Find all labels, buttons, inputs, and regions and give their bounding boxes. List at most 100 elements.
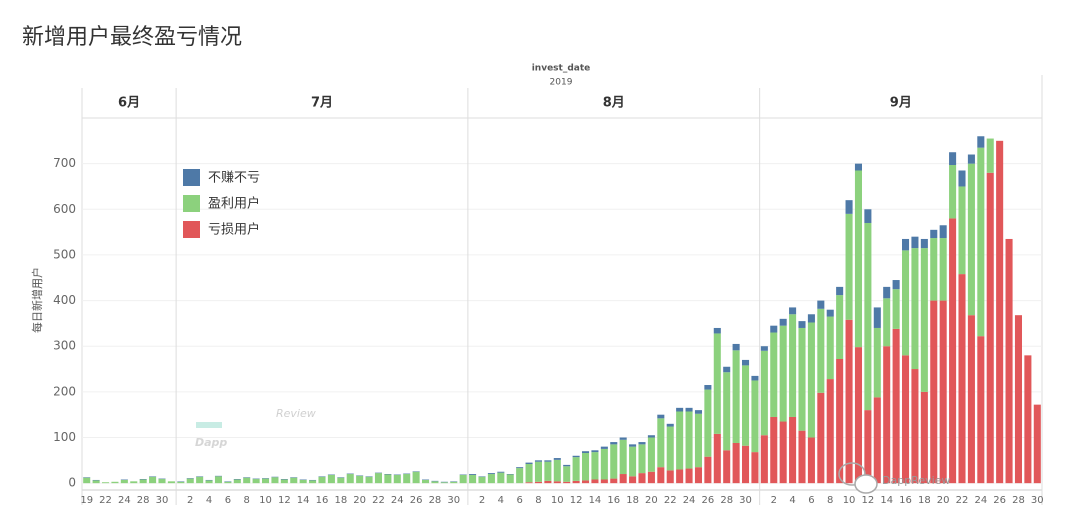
y-tick-label: 0: [68, 476, 76, 490]
bar-segment: [582, 480, 590, 484]
bar-segment: [525, 463, 533, 483]
x-tick-label: 26: [993, 495, 1006, 506]
bar-segment: [826, 309, 834, 317]
bar-segment: [798, 327, 806, 431]
bar-segment: [836, 359, 844, 484]
bar-segment: [770, 325, 778, 333]
bar-segment: [676, 407, 684, 412]
bar-segment: [742, 445, 750, 484]
bar-segment: [873, 327, 881, 398]
bar-segment: [939, 238, 947, 301]
bar-segment: [572, 457, 580, 481]
x-tick-label: 14: [297, 495, 310, 506]
bar-segment: [243, 477, 251, 484]
bar-segment: [713, 333, 721, 434]
bar-segment: [130, 481, 138, 484]
bar-segment: [327, 474, 335, 484]
bar-segment: [582, 453, 590, 481]
bar-segment: [111, 481, 119, 484]
bar-segment: [892, 289, 900, 329]
bar-segment: [534, 460, 542, 462]
x-tick-label: 14: [880, 495, 893, 506]
bar-segment: [591, 450, 599, 453]
bar-segment: [742, 365, 750, 446]
watermark-shape: [196, 422, 222, 428]
bar-segment: [845, 200, 853, 214]
bar-segment: [883, 346, 891, 484]
x-tick-label: 16: [607, 495, 620, 506]
bar-segment: [845, 213, 853, 320]
watermark-text: Review: [276, 407, 316, 420]
bar-segment: [657, 414, 665, 419]
bar-segment: [742, 359, 750, 366]
y-tick-label: 100: [53, 430, 76, 444]
bar-segment: [450, 481, 458, 484]
x-tick-label: 12: [570, 495, 583, 506]
bar-segment: [807, 314, 815, 323]
bar-segment: [610, 444, 618, 479]
bar-segment: [920, 248, 928, 392]
bar-segment: [685, 468, 693, 484]
x-tick-label: 6: [225, 495, 231, 506]
bar-segment: [384, 474, 392, 484]
x-tick-label: 20: [645, 495, 658, 506]
bar-segment: [902, 238, 910, 251]
bar-segment: [403, 474, 411, 484]
bar-segment: [986, 172, 994, 484]
bar-segment: [694, 410, 702, 414]
bar-segment: [949, 218, 957, 484]
x-tick-label: 18: [334, 495, 347, 506]
bar-segment: [600, 479, 608, 484]
x-tick-label: 24: [118, 495, 131, 506]
x-tick-label: 28: [720, 495, 733, 506]
bar-segment: [346, 474, 354, 484]
bar-segment: [911, 248, 919, 370]
legend-swatch: [183, 169, 200, 186]
wechat-icon: [854, 474, 878, 494]
bar-segment: [930, 238, 938, 301]
bar-segment: [836, 286, 844, 296]
bar-segment: [666, 423, 674, 427]
bar-segment: [102, 482, 110, 484]
x-tick-label: 10: [259, 495, 272, 506]
bar-segment: [572, 480, 580, 484]
bar-segment: [817, 308, 825, 393]
x-tick-label: 19: [80, 495, 93, 506]
bar-segment: [478, 476, 486, 484]
bar-segment: [1033, 404, 1041, 484]
bar-segment: [911, 369, 919, 484]
bar-segment: [920, 391, 928, 484]
bar-segment: [610, 478, 618, 484]
bar-segment: [854, 170, 862, 348]
bar-segment: [723, 372, 731, 451]
bar-segment: [779, 421, 787, 484]
bar-segment: [770, 416, 778, 484]
bar-segment: [506, 474, 514, 484]
bar-segment: [563, 481, 571, 484]
bar-segment: [262, 478, 270, 484]
x-tick-label: 4: [206, 495, 212, 506]
bar-segment: [318, 476, 326, 484]
bar-segment: [638, 473, 646, 484]
bar-segment: [949, 152, 957, 166]
bar-segment: [723, 366, 731, 373]
bar-segment: [572, 455, 580, 458]
bar-segment: [807, 437, 815, 484]
bar-segment: [676, 469, 684, 484]
bar-segment: [393, 474, 401, 484]
bar-segment: [807, 322, 815, 438]
bar-segment: [723, 450, 731, 484]
bar-segment: [770, 332, 778, 417]
bar-segment: [92, 480, 100, 484]
bar-segment: [694, 413, 702, 468]
bar-segment: [798, 321, 806, 328]
bar-segment: [553, 458, 561, 460]
bar-segment: [299, 479, 307, 484]
bar-segment: [224, 481, 232, 484]
bar-segment: [337, 477, 345, 484]
bar-segment: [902, 250, 910, 356]
bar-segment: [469, 474, 477, 475]
bar-segment: [892, 280, 900, 290]
bar-segment: [422, 479, 430, 484]
